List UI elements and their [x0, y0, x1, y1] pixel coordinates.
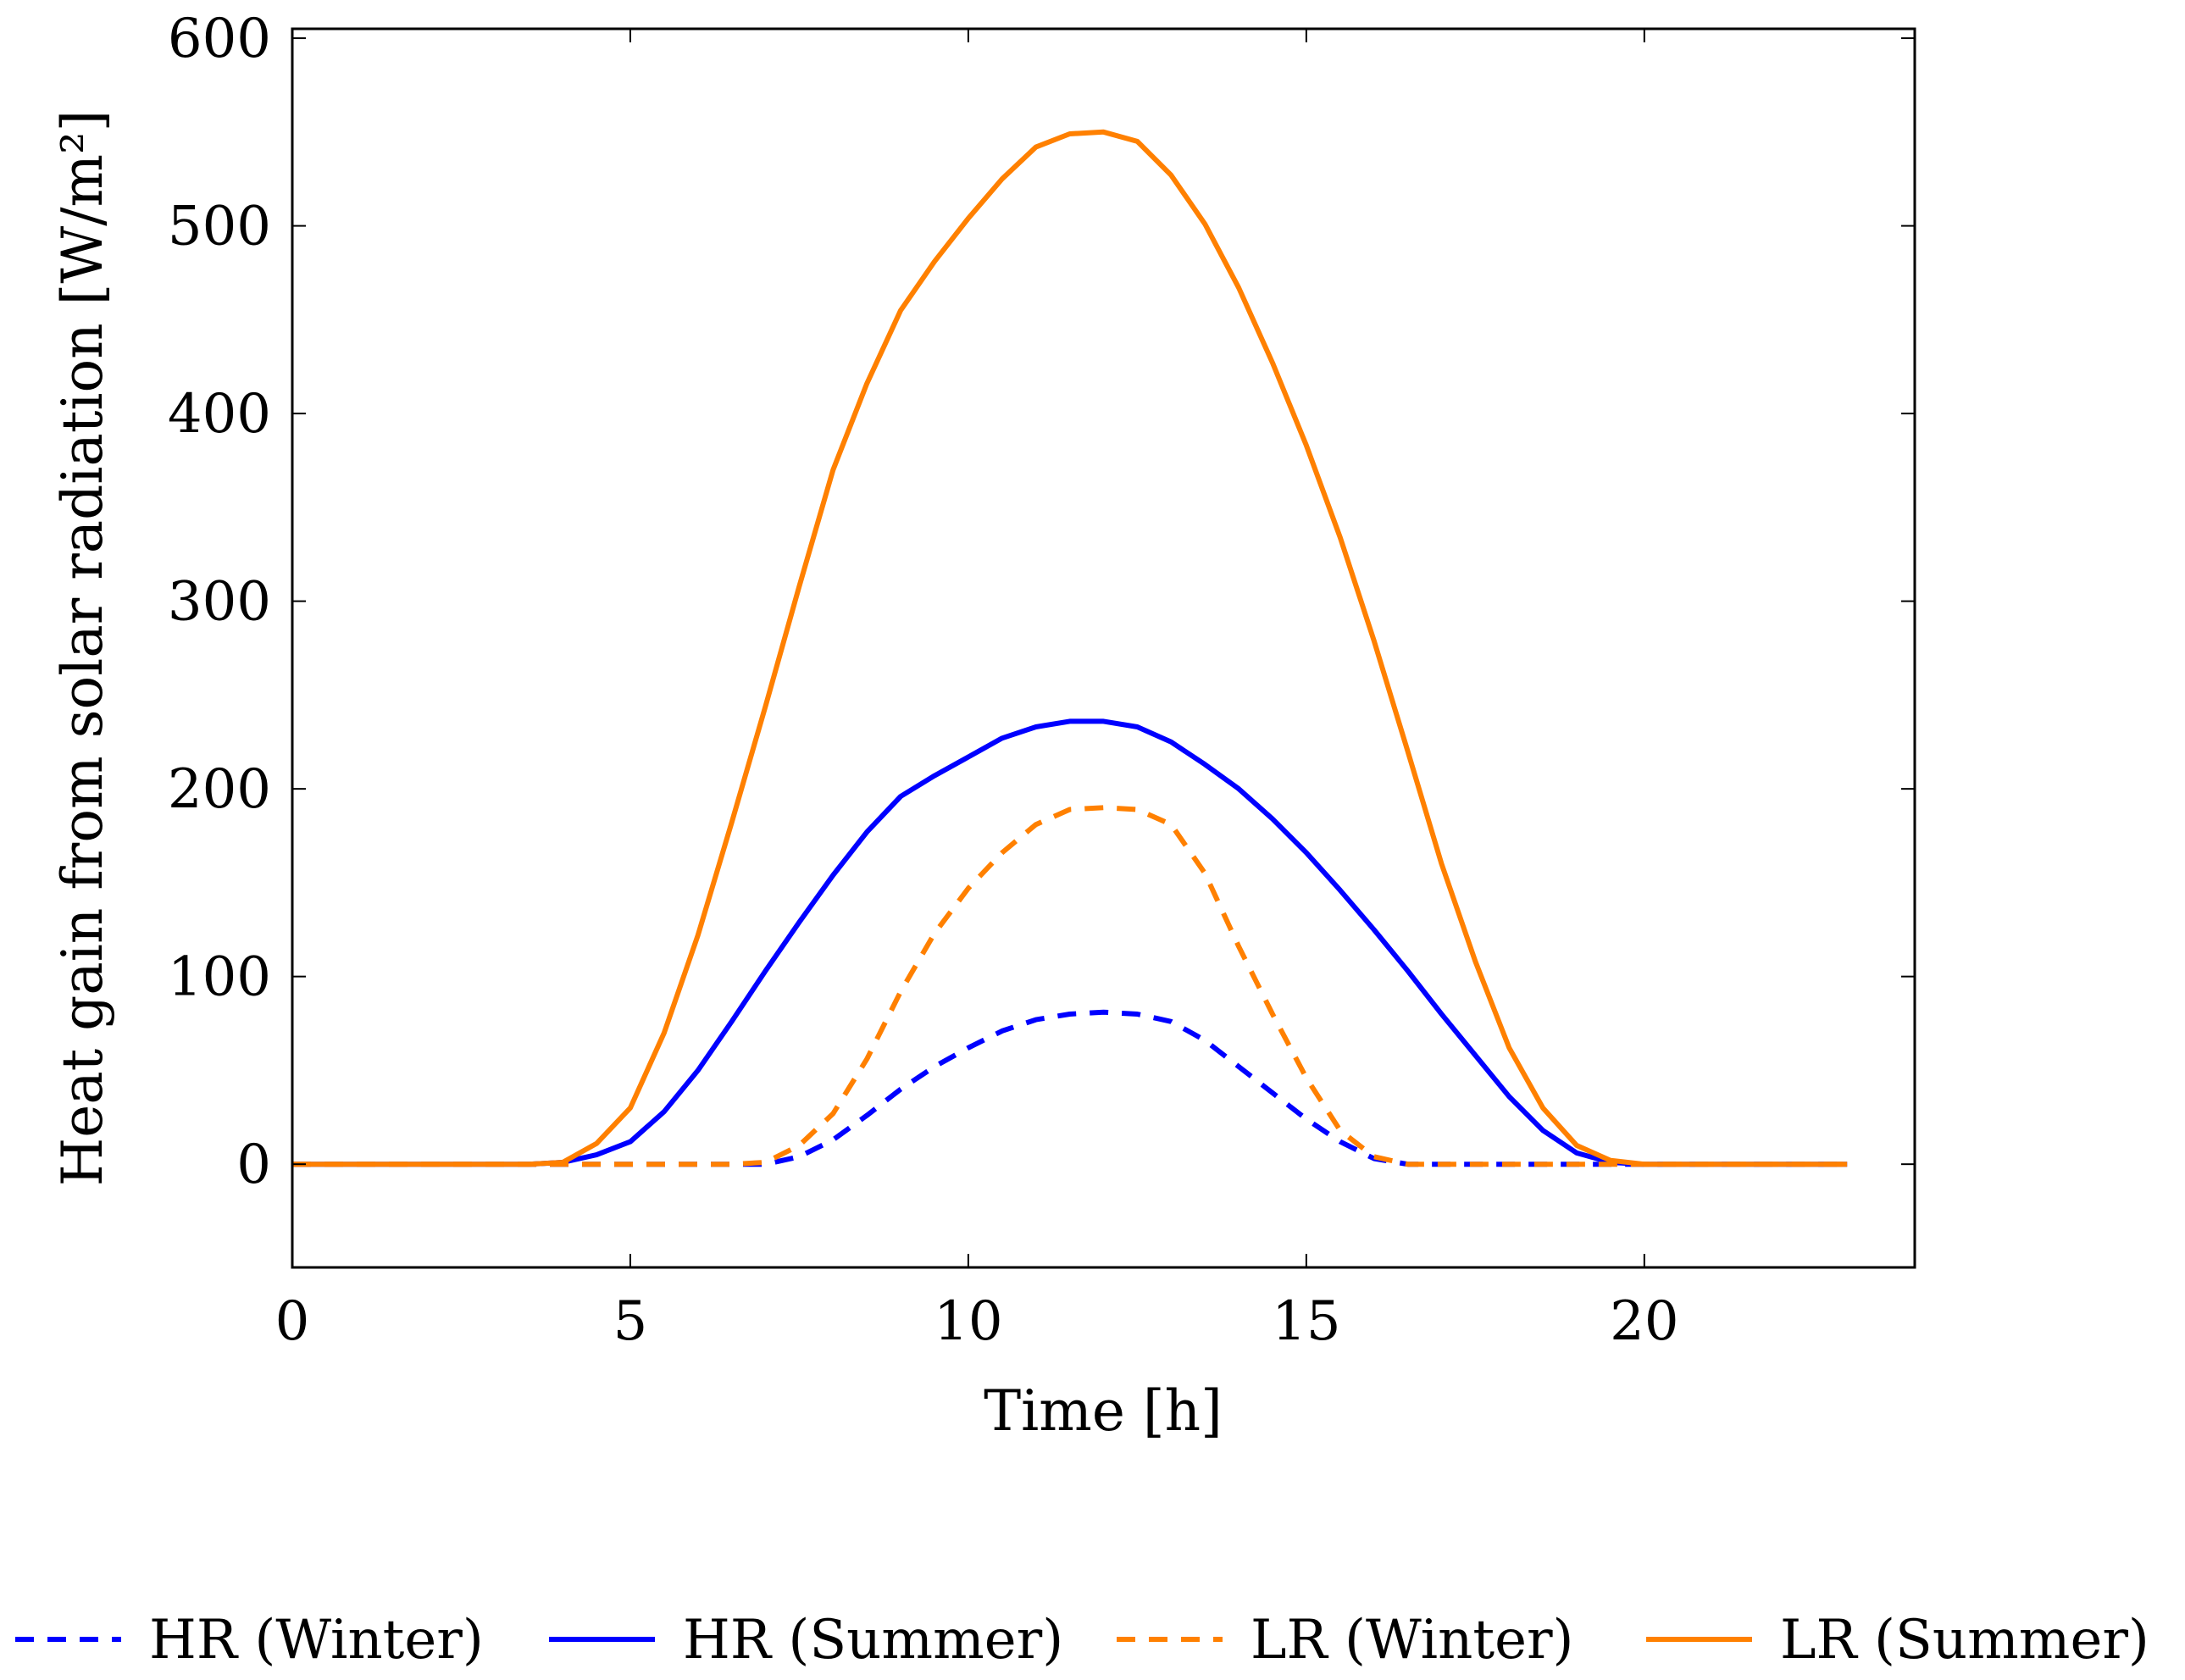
series-line-hr-winter [292, 1009, 1848, 1167]
y-tick-label: 200 [168, 758, 271, 821]
y-tick-label: 500 [168, 196, 271, 258]
legend-label: HR (Winter) [149, 1609, 484, 1672]
legend-label: LR (Winter) [1251, 1609, 1574, 1672]
plot-frame [291, 27, 1916, 1269]
y-tick-label: 600 [168, 8, 271, 70]
series-line-lr-summer [292, 129, 1848, 1167]
y-axis-label: Heat gain from solar radiation [W/m²] [50, 110, 115, 1187]
y-tick-label: 100 [168, 946, 271, 1009]
x-tick-label: 10 [934, 1290, 1002, 1353]
legend: HR (Winter) HR (Summer) LR (Winter) LR (Sum… [15, 1609, 2149, 1672]
x-tick-label: 0 [275, 1290, 310, 1353]
x-tick-label: 15 [1272, 1290, 1340, 1353]
x-tick-label: 20 [1610, 1290, 1678, 1353]
plot-lines [292, 129, 1848, 1167]
x-tick-label: 5 [613, 1290, 648, 1353]
y-tick-label: 400 [168, 383, 271, 446]
y-tick-label: 0 [236, 1134, 271, 1196]
x-axis-label: Time [h] [984, 1378, 1223, 1444]
legend-label: HR (Summer) [683, 1609, 1063, 1672]
series-line-lr-winter [292, 805, 1848, 1167]
y-tick-label: 300 [168, 571, 271, 634]
series-line-hr-summer [292, 718, 1848, 1167]
legend-label: LR (Summer) [1780, 1609, 2149, 1672]
